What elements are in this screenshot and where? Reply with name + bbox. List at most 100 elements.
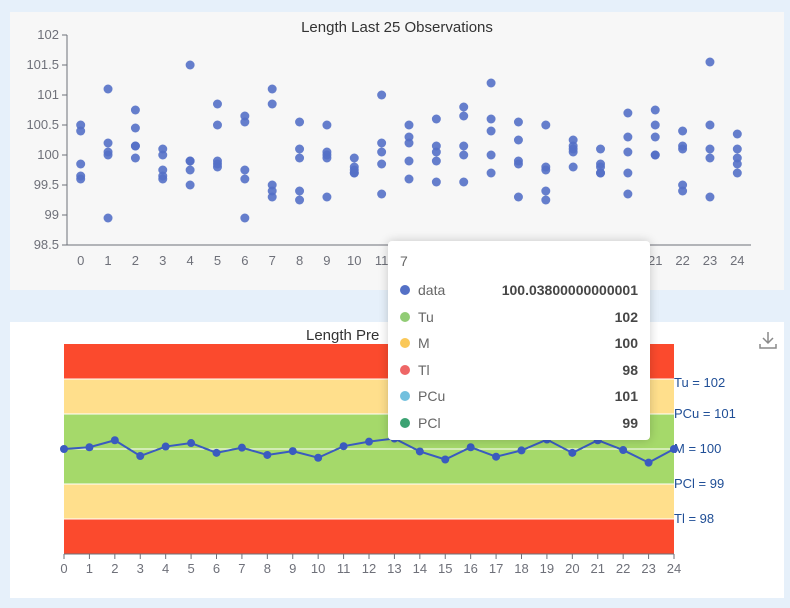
data-point bbox=[136, 452, 145, 460]
y-tick-label: 101 bbox=[37, 87, 59, 102]
data-point bbox=[415, 447, 424, 456]
scatter-point bbox=[377, 138, 387, 148]
chart-title: Length Pre bbox=[306, 327, 379, 344]
series-marker-icon bbox=[400, 391, 410, 402]
scatter-point bbox=[377, 159, 387, 169]
scatter-point bbox=[240, 117, 250, 127]
mark-line-label: Tu = 102 bbox=[674, 375, 725, 390]
scatter-point bbox=[431, 177, 441, 187]
x-tick-label: 5 bbox=[214, 253, 221, 268]
tooltip-row: PCu 101 bbox=[400, 383, 638, 410]
scatter-point bbox=[623, 132, 633, 142]
scatter-point bbox=[541, 186, 551, 196]
x-tick-label: 24 bbox=[730, 253, 744, 268]
x-tick-label: 17 bbox=[489, 561, 503, 576]
data-point bbox=[85, 443, 94, 452]
tooltip-series-value: 100.03800000000001 bbox=[501, 282, 638, 299]
y-tick-label: 101.5 bbox=[26, 57, 59, 72]
scatter-point bbox=[705, 144, 715, 154]
scatter-point bbox=[705, 57, 715, 67]
x-tick-label: 18 bbox=[514, 561, 528, 576]
x-tick-label: 14 bbox=[413, 561, 427, 576]
scatter-point bbox=[459, 111, 469, 121]
scatter-point bbox=[130, 105, 140, 115]
x-tick-label: 1 bbox=[104, 253, 111, 268]
scatter-point bbox=[103, 213, 113, 223]
scatter-point bbox=[513, 192, 523, 202]
scatter-point bbox=[349, 168, 359, 178]
scatter-point bbox=[377, 90, 387, 100]
scatter-point bbox=[623, 147, 633, 157]
scatter-point bbox=[212, 120, 222, 130]
x-tick-label: 7 bbox=[269, 253, 276, 268]
series-marker-icon bbox=[400, 311, 410, 322]
scatter-point bbox=[322, 153, 332, 163]
mark-line-label: PCu = 101 bbox=[674, 406, 736, 421]
data-point bbox=[187, 439, 196, 448]
tooltip-series-value: 98 bbox=[622, 361, 638, 378]
data-point bbox=[568, 448, 577, 457]
tooltip-series-value: 99 bbox=[622, 414, 638, 431]
data-point bbox=[441, 455, 450, 464]
data-point bbox=[365, 437, 373, 446]
scatter-point bbox=[513, 117, 523, 127]
scatter-point bbox=[459, 150, 469, 160]
tooltip-series-name: PCl bbox=[418, 414, 441, 431]
scatter-point bbox=[732, 144, 742, 154]
series-marker-icon bbox=[400, 285, 410, 296]
scatter-point bbox=[295, 144, 305, 154]
x-tick-label: 20 bbox=[565, 561, 579, 576]
scatter-point bbox=[486, 114, 496, 124]
data-point bbox=[466, 443, 475, 452]
scatter-point bbox=[185, 156, 195, 166]
x-tick-label: 3 bbox=[137, 561, 144, 576]
x-tick-label: 2 bbox=[111, 561, 118, 576]
x-tick-label: 3 bbox=[159, 253, 166, 268]
scatter-point bbox=[568, 162, 578, 172]
data-point bbox=[517, 446, 526, 455]
x-tick-label: 8 bbox=[296, 253, 303, 268]
scatter-point bbox=[541, 120, 551, 130]
scatter-point bbox=[541, 165, 551, 175]
scatter-point bbox=[596, 168, 606, 178]
tooltip-series-name: data bbox=[418, 282, 446, 299]
scatter-point bbox=[130, 153, 140, 163]
data-point bbox=[161, 442, 170, 451]
x-tick-label: 15 bbox=[438, 561, 452, 576]
scatter-point bbox=[404, 174, 414, 184]
chart-title: Length Last 25 Observations bbox=[301, 19, 493, 36]
scatter-point bbox=[596, 144, 606, 154]
y-tick-label: 100.5 bbox=[26, 117, 59, 132]
scatter-point bbox=[678, 186, 688, 196]
scatter-point bbox=[130, 141, 140, 151]
scatter-point bbox=[623, 108, 633, 118]
mark-line-label: M = 100 bbox=[674, 441, 721, 456]
scatter-point bbox=[185, 180, 195, 190]
series-marker-icon bbox=[400, 417, 410, 428]
scatter-point bbox=[623, 168, 633, 178]
scatter-point bbox=[541, 195, 551, 205]
y-tick-label: 98.5 bbox=[34, 237, 59, 252]
scatter-point bbox=[486, 78, 496, 88]
scatter-point bbox=[623, 189, 633, 199]
x-tick-label: 23 bbox=[703, 253, 717, 268]
tooltip-row: Tu 102 bbox=[400, 304, 638, 331]
data-point bbox=[288, 447, 297, 456]
scatter-point bbox=[459, 177, 469, 187]
scatter-point bbox=[103, 84, 113, 94]
scatter-point bbox=[650, 120, 660, 130]
x-tick-label: 11 bbox=[375, 253, 389, 268]
tooltip-series-name: Tu bbox=[418, 308, 434, 325]
scatter-point bbox=[76, 159, 86, 169]
scatter-point bbox=[705, 120, 715, 130]
x-tick-label: 19 bbox=[540, 561, 554, 576]
scatter-point bbox=[240, 174, 250, 184]
x-tick-label: 11 bbox=[337, 561, 351, 576]
download-icon[interactable] bbox=[758, 330, 778, 350]
scatter-point bbox=[486, 168, 496, 178]
scatter-point bbox=[431, 156, 441, 166]
data-point bbox=[492, 452, 501, 461]
data-point bbox=[339, 442, 348, 451]
x-tick-label: 5 bbox=[187, 561, 194, 576]
data-point bbox=[619, 446, 628, 455]
